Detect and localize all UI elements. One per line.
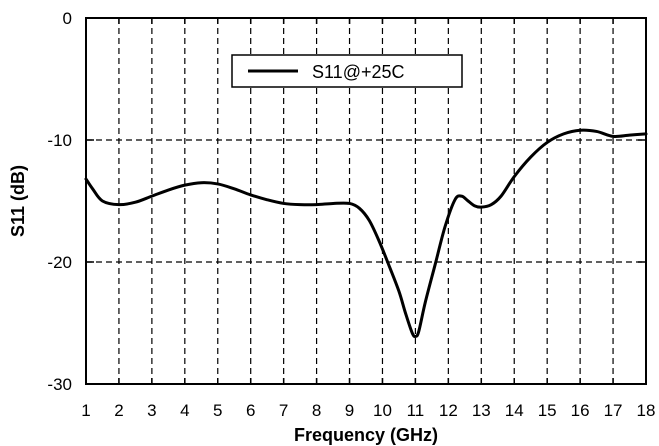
ticks	[85, 17, 647, 385]
x-tick-labels: 1 2 3 4 5 6 7 8 9 10 11 12 13 14 15 16 17 18	[81, 401, 655, 420]
y-tick-label: 0	[63, 9, 72, 28]
x-tick-label: 2	[114, 401, 123, 420]
y-tick-labels: 0 -10 -20 -30	[47, 9, 72, 394]
x-tick-label: 9	[345, 401, 354, 420]
x-tick-label: 14	[505, 401, 524, 420]
x-tick-label: 3	[147, 401, 156, 420]
x-tick-label: 11	[407, 401, 425, 420]
x-tick-label: 6	[246, 401, 255, 420]
x-tick-label: 15	[538, 401, 557, 420]
x-tick-label: 16	[571, 401, 590, 420]
x-axis-title: Frequency (GHz)	[294, 425, 438, 445]
x-tick-label: 17	[604, 401, 623, 420]
x-tick-label: 4	[180, 401, 189, 420]
plot-frame	[85, 17, 647, 385]
series-line-s11	[84, 128, 648, 338]
x-tick-label: 12	[439, 401, 458, 420]
x-tick-label: 18	[637, 401, 656, 420]
y-tick-label: -20	[47, 253, 72, 272]
x-tick-label: 7	[279, 401, 288, 420]
y-axis-title: S11 (dB)	[8, 165, 28, 237]
legend: S11@+25C	[231, 54, 463, 88]
y-tick-label: -30	[47, 375, 72, 394]
x-tick-label: 1	[81, 401, 90, 420]
x-tick-label: 10	[373, 401, 392, 420]
x-tick-label: 13	[472, 401, 491, 420]
legend-label: S11@+25C	[312, 62, 405, 82]
y-tick-label: -10	[47, 131, 72, 150]
x-tick-label: 5	[213, 401, 222, 420]
x-tick-label: 8	[312, 401, 321, 420]
